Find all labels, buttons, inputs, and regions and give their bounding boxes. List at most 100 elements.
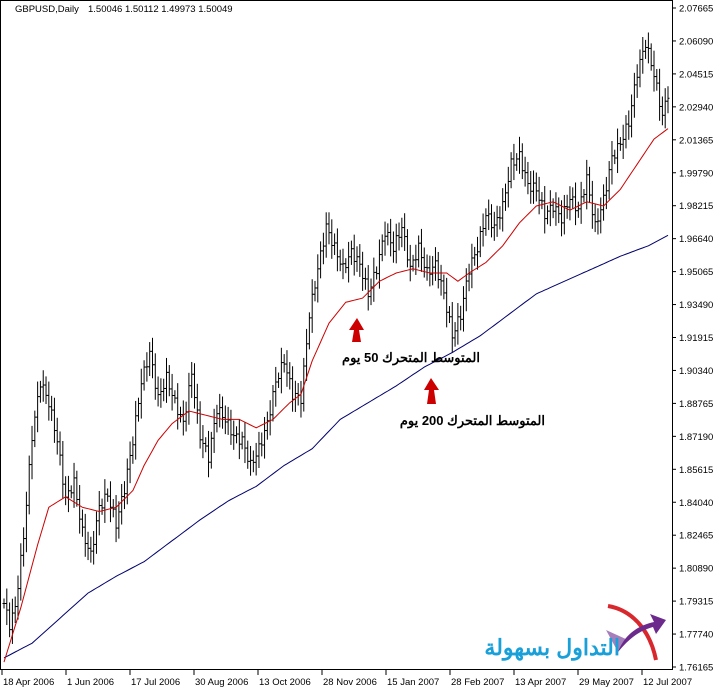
ohlc-bar (218, 393, 222, 428)
ohlc-bar (341, 248, 345, 280)
ohlc-bar (195, 383, 199, 424)
ohlc-bar (108, 481, 112, 523)
ohlc-bar (599, 197, 603, 234)
ohlc-bar (246, 440, 250, 469)
ohlc-bar (114, 495, 118, 543)
ohlc-bar (41, 370, 45, 402)
chart-symbol-timeframe: GBPUSD,Daily (15, 4, 79, 15)
ohlc-bar (358, 244, 362, 277)
ma200-annotation-label: المتوسط المتحرك 200 يوم (400, 413, 545, 429)
price-tick-label: 1.96640 (679, 234, 713, 245)
time-axis: 18 Apr 2006 1 Jun 2006 17 Jul 2006 30 Aug 2… (1, 670, 692, 688)
ohlc-bar (419, 228, 423, 272)
ohlc-bar (607, 161, 611, 200)
ohlc-bar (512, 143, 516, 181)
ohlc-bar (579, 181, 583, 224)
time-tick-label: 17 Jul 2006 (131, 677, 180, 688)
ohlc-bar (136, 397, 140, 422)
ohlc-bar (585, 159, 589, 210)
price-tick-label: 1.79315 (679, 597, 713, 608)
ohlc-bar (344, 258, 348, 274)
ohlc-bar (271, 384, 275, 422)
time-tick-label: 1 Jun 2006 (67, 677, 114, 688)
ohlc-bar (484, 208, 488, 236)
time-tick-label: 28 Nov 2006 (323, 677, 377, 688)
time-tick-label: 28 Feb 2007 (451, 677, 504, 688)
price-tick-label: 2.02940 (679, 102, 713, 113)
ohlc-bar (319, 241, 323, 279)
ma200-annotation-arrow (424, 378, 439, 404)
ohlc-bar (456, 303, 460, 345)
ohlc-bar (621, 124, 625, 159)
ohlc-bar (349, 240, 353, 265)
price-bars (2, 32, 670, 644)
ohlc-bar (55, 417, 59, 455)
ohlc-bar (8, 602, 12, 638)
ohlc-bar (327, 212, 331, 245)
ohlc-bar (145, 352, 149, 382)
ohlc-bar (106, 488, 110, 502)
ohlc-bar (380, 234, 384, 262)
upward-arrow-logo-icon (606, 604, 666, 661)
ohlc-bar (176, 383, 180, 430)
ohlc-bar (44, 376, 48, 405)
price-tick-label: 2.04515 (679, 69, 713, 80)
ohlc-bar (459, 305, 463, 331)
ohlc-bar (78, 485, 82, 534)
ohlc-bar (417, 235, 421, 268)
ohlc-bar (86, 531, 90, 561)
time-tick-label: 13 Oct 2006 (259, 677, 311, 688)
price-tick-label: 1.77740 (679, 630, 713, 641)
ohlc-bar (139, 368, 143, 419)
ohlc-bar (557, 197, 561, 224)
ohlc-bar (473, 246, 477, 266)
ohlc-bar (548, 190, 552, 227)
ohlc-bar (305, 328, 309, 381)
ohlc-bar (537, 176, 541, 215)
ohlc-bar (394, 223, 398, 264)
ohlc-bar (363, 267, 367, 290)
ohlc-bar (501, 188, 505, 232)
ohlc-bar (613, 149, 617, 165)
ohlc-bar (190, 361, 194, 398)
ohlc-bar (397, 222, 401, 251)
ohlc-bar (562, 194, 566, 235)
ohlc-bar (377, 239, 381, 289)
ohlc-bar (439, 264, 443, 296)
ohlc-bar (212, 408, 216, 453)
ohlc-bar (201, 425, 205, 459)
time-tick-label: 15 Jan 2007 (387, 677, 439, 688)
ohlc-bar (179, 406, 183, 423)
ohlc-bar (383, 221, 387, 256)
ohlc-bar (92, 531, 96, 565)
ohlc-bar (288, 362, 292, 390)
ohlc-bar (24, 491, 28, 553)
price-tick-label: 1.76165 (679, 663, 713, 674)
price-tick-label: 1.82465 (679, 531, 713, 542)
ohlc-bar (310, 279, 314, 333)
ohlc-bar (16, 575, 20, 620)
ohlc-bar (277, 372, 281, 388)
ma200-line (3, 234, 669, 659)
ohlc-bar (257, 431, 261, 468)
ohlc-bar (445, 277, 449, 328)
ohlc-bar (97, 490, 101, 536)
ohlc-bar (313, 280, 317, 302)
ohlc-bar (509, 152, 513, 189)
ohlc-bar (660, 96, 664, 126)
ohlc-bar (69, 485, 73, 499)
price-tick-label: 2.01365 (679, 135, 713, 146)
time-tick-label: 12 Jul 2007 (643, 677, 692, 688)
ohlc-bar (159, 378, 163, 408)
ohlc-bar (618, 137, 622, 151)
ohlc-bar (663, 88, 667, 129)
price-tick-label: 1.95065 (679, 267, 713, 278)
ohlc-bar (36, 381, 40, 433)
ohlc-bar (2, 598, 6, 609)
ohlc-bar (582, 189, 586, 203)
ohlc-bar (142, 360, 146, 391)
ohlc-bar (316, 254, 320, 303)
ohlc-bar (652, 50, 656, 92)
ohlc-bar (646, 32, 650, 64)
